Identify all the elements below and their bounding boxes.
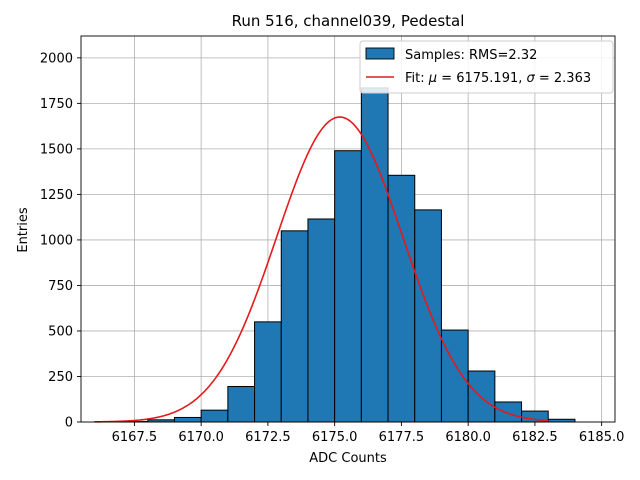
legend-fit-sigma-symbol: σ [527,71,536,86]
x-tick-label-7: 6185.0 [579,430,625,445]
y-tick-label-0: 0 [65,416,73,431]
x-tick-label-5: 6180.0 [445,430,491,445]
histogram-bar-7 [307,218,336,423]
histogram-bar-4 [227,385,256,423]
legend-fit-prefix: Fit: [405,71,429,86]
histogram-bar-8 [334,150,362,423]
y-tick-label-6: 1500 [40,142,73,157]
legend-fit-label: Fit: μ = 6175.191, σ = 2.363 [405,71,591,86]
x-tick-label-4: 6177.5 [379,430,425,445]
x-tick-label-1: 6170.0 [178,430,224,445]
y-tick-label-2: 500 [48,324,73,339]
histogram-bar-12 [440,329,469,423]
y-tick-label-7: 1750 [40,97,73,112]
histogram-bar-5 [254,321,282,423]
histogram-bar-3 [200,409,229,423]
legend-box [359,40,614,94]
legend-fit-mu-value: = 6175.191, [437,71,526,86]
histogram-bar-11 [414,209,442,423]
y-axis-ticks: 0 250 500 750 1000 1250 1500 1750 2000 [40,51,81,431]
legend-samples-swatch [365,47,395,60]
legend: Samples: RMS=2.32 Fit: μ = 6175.191, σ =… [359,40,614,94]
x-tick-label-0: 6167.5 [112,430,158,445]
histogram-bar-14 [494,401,523,423]
histogram-bars [120,87,576,423]
y-tick-label-8: 2000 [40,51,73,66]
x-tick-label-2: 6172.5 [245,430,291,445]
legend-fit-mu-symbol: μ [428,71,437,86]
plot-frame [80,35,616,423]
fit-curve [94,116,549,423]
legend-samples-label: Samples: RMS=2.32 [405,48,537,63]
histogram-bar-9 [360,87,389,423]
y-tick-label-3: 750 [48,279,73,294]
y-tick-label-1: 250 [48,370,73,385]
x-tick-label-6: 6182.5 [512,430,558,445]
y-tick-label-5: 1250 [40,188,73,203]
x-tick-label-3: 6175.0 [312,430,358,445]
y-tick-label-4: 1000 [40,233,73,248]
x-axis-label: ADC Counts [309,451,387,466]
legend-fit-sigma-value: = 2.363 [535,71,591,86]
chart-title: Run 516, channel039, Pedestal [232,12,465,30]
y-axis-label: Entries [16,207,31,253]
histogram-bar-10 [387,174,416,423]
histogram-bar-6 [280,230,309,423]
x-axis-ticks: 6167.5 6170.0 6172.5 6175.0 6177.5 6180.0 6182… [112,422,625,445]
histogram-bar-2 [173,416,202,423]
